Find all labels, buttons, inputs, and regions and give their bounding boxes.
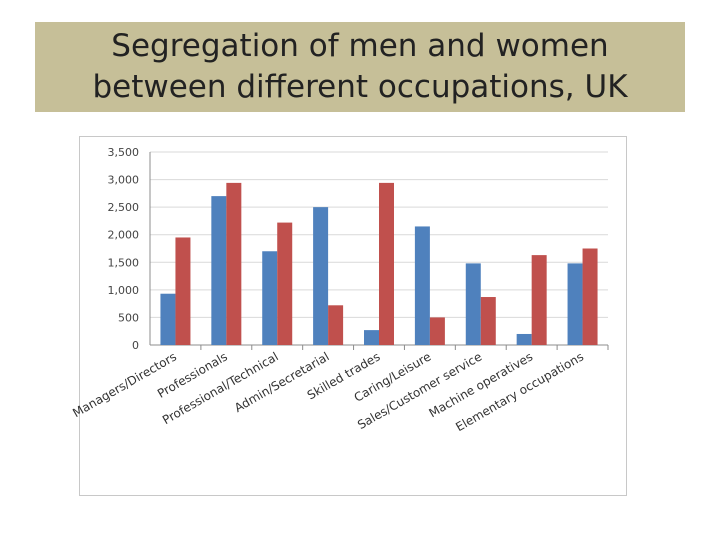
y-tick-label: 2,500 (108, 201, 140, 214)
y-tick-label: 2,000 (108, 229, 140, 242)
bar-series-2 (531, 255, 547, 345)
bar-series-1 (364, 330, 379, 345)
y-tick-label: 3,000 (108, 174, 140, 187)
y-tick-label: 3,500 (108, 146, 140, 159)
bar-series-1 (211, 196, 227, 345)
y-tick-label: 1,000 (108, 284, 140, 297)
bar-series-2 (175, 237, 191, 345)
bar-series-1 (313, 207, 329, 345)
title-band (35, 22, 685, 112)
x-category-label: Admin/Secretarial (232, 349, 332, 415)
title-line-1: Segregation of men and women (111, 28, 609, 64)
y-tick-label: 1,500 (108, 256, 140, 269)
title-line-2: between different occupations, UK (92, 69, 628, 105)
bar-series-1 (567, 263, 583, 345)
bar-series-2 (226, 182, 242, 345)
bar-series-2 (328, 305, 344, 345)
y-tick-label: 500 (118, 311, 139, 324)
bar-series-2 (582, 248, 598, 345)
bar-series-1 (465, 263, 481, 345)
bar-series-1 (516, 333, 532, 345)
bar-series-1 (160, 293, 176, 345)
bar-series-2 (277, 222, 293, 345)
bar-series-1 (414, 226, 430, 345)
bar-series-2 (480, 297, 496, 345)
bar-series-2 (379, 182, 394, 345)
bar-series-1 (262, 251, 278, 345)
y-tick-label: 0 (132, 339, 139, 352)
page-title: Segregation of men and women between dif… (35, 22, 685, 112)
bar-series-2 (429, 317, 445, 345)
